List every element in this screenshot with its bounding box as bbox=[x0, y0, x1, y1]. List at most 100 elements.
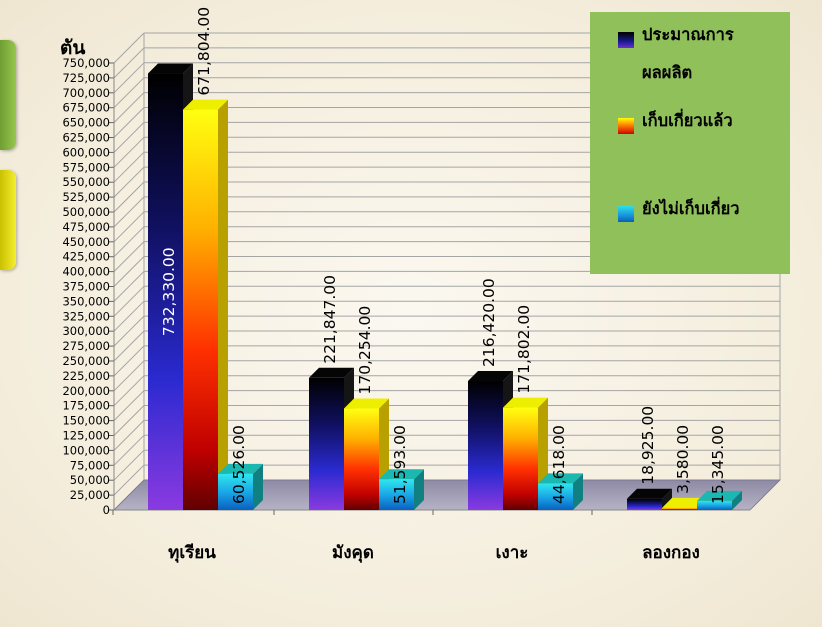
bar-top bbox=[309, 367, 354, 378]
legend-swatch-icon bbox=[618, 118, 634, 134]
data-label: 44,618.00 bbox=[550, 425, 568, 504]
bar-side bbox=[662, 488, 672, 510]
bars-layer bbox=[148, 63, 742, 511]
y-tick-label: 50,000 bbox=[70, 473, 110, 487]
data-label: 216,420.00 bbox=[480, 278, 498, 367]
gridline-depth bbox=[113, 345, 145, 377]
gridline-depth bbox=[113, 211, 145, 243]
gridline-depth bbox=[113, 136, 145, 168]
y-tick-label: 225,000 bbox=[62, 369, 110, 383]
bar-front bbox=[697, 500, 732, 510]
side-tab-green[interactable] bbox=[0, 40, 16, 150]
gridline-depth bbox=[113, 122, 145, 153]
side-tab-yellow[interactable] bbox=[0, 170, 16, 270]
data-label: 60,526.00 bbox=[230, 425, 248, 504]
bar-front bbox=[309, 377, 344, 510]
data-label: 51,593.00 bbox=[391, 425, 409, 504]
data-label: 18,925.00 bbox=[639, 406, 657, 485]
y-tick-label: 100,000 bbox=[62, 443, 110, 457]
y-tick-label: 0 bbox=[103, 503, 110, 517]
bar-top bbox=[468, 371, 513, 382]
legend-label-3-line-1: ยังไม่เก็บเกี่ยว bbox=[642, 199, 740, 218]
gridline-depth bbox=[113, 375, 145, 407]
legend-item-1: ประมาณการ ผลผลิต bbox=[618, 25, 734, 92]
gridline-depth bbox=[113, 77, 145, 109]
y-tick-label: 375,000 bbox=[62, 280, 110, 294]
y-tick-label: 450,000 bbox=[62, 235, 110, 249]
bar-top bbox=[148, 63, 193, 74]
gridline-depth bbox=[113, 300, 145, 332]
legend-swatch-icon bbox=[618, 206, 634, 222]
gridline-depth bbox=[113, 166, 145, 198]
bar-top bbox=[183, 99, 228, 110]
bar-side bbox=[573, 473, 583, 510]
y-tick-label: 475,000 bbox=[62, 220, 110, 234]
y-tick-label: 400,000 bbox=[62, 265, 110, 279]
bar-side bbox=[732, 490, 742, 510]
y-tick-label: 750,000 bbox=[62, 56, 110, 70]
data-label: 221,847.00 bbox=[321, 275, 339, 364]
data-label: 732,330.00 bbox=[160, 247, 178, 336]
legend-swatch-icon bbox=[618, 32, 634, 48]
bar-front bbox=[183, 109, 218, 511]
y-tick-label: 200,000 bbox=[62, 384, 110, 398]
gridline-depth bbox=[113, 32, 145, 64]
gridline-depth bbox=[113, 420, 145, 451]
data-label: 171,802.00 bbox=[515, 305, 533, 394]
gridline-depth bbox=[113, 241, 145, 272]
y-axis-title: ตัน bbox=[60, 37, 85, 59]
bar-side bbox=[414, 469, 424, 510]
legend-item-2: เก็บเกี่ยวแล้ว bbox=[618, 111, 733, 140]
gridline-depth bbox=[113, 226, 145, 258]
legend-label-1-line-2: ผลผลิต bbox=[642, 63, 693, 82]
gridline-depth bbox=[113, 151, 145, 183]
y-tick-label: 650,000 bbox=[62, 116, 110, 130]
y-tick-label: 300,000 bbox=[62, 324, 110, 338]
gridline-depth bbox=[113, 92, 145, 123]
gridline-depth bbox=[113, 256, 145, 287]
y-tick-label: 675,000 bbox=[62, 101, 110, 115]
y-tick-label: 125,000 bbox=[62, 429, 110, 443]
bar-top bbox=[344, 398, 389, 409]
labels-layer: 025,00050,00075,000100,000125,000150,000… bbox=[60, 7, 727, 563]
data-label: 671,804.00 bbox=[195, 7, 213, 96]
bar-top bbox=[379, 469, 424, 480]
grid-layer bbox=[109, 32, 781, 515]
gridline-depth bbox=[113, 434, 145, 466]
y-tick-label: 175,000 bbox=[62, 399, 110, 413]
data-label: 170,254.00 bbox=[356, 306, 374, 395]
y-tick-label: 25,000 bbox=[70, 488, 110, 502]
y-tick-label: 150,000 bbox=[62, 414, 110, 428]
gridline-depth bbox=[113, 47, 145, 79]
y-tick-label: 325,000 bbox=[62, 309, 110, 323]
gridline-depth bbox=[113, 271, 145, 302]
y-tick-label: 75,000 bbox=[70, 458, 110, 472]
y-tick-label: 500,000 bbox=[62, 205, 110, 219]
bar-top bbox=[697, 490, 742, 501]
y-tick-label: 550,000 bbox=[62, 175, 110, 189]
category-label: มังคุด bbox=[332, 543, 374, 563]
gridline-depth bbox=[113, 107, 145, 138]
gridline-depth bbox=[113, 464, 145, 496]
y-tick-label: 350,000 bbox=[62, 294, 110, 308]
y-tick-label: 700,000 bbox=[62, 86, 110, 100]
category-label: เงาะ bbox=[496, 543, 529, 563]
bar-front bbox=[218, 473, 253, 510]
data-label: 3,580.00 bbox=[674, 425, 692, 494]
gridline-depth bbox=[113, 390, 145, 421]
legend: ประมาณการ ผลผลิต เก็บเกี่ยวแล้ว ยังไม่เก… bbox=[590, 12, 790, 274]
y-tick-label: 250,000 bbox=[62, 354, 110, 368]
bar-top bbox=[627, 488, 672, 499]
gridline-depth bbox=[113, 62, 145, 94]
gridline-depth bbox=[113, 360, 145, 392]
bar-front bbox=[662, 507, 697, 510]
y-tick-label: 425,000 bbox=[62, 250, 110, 264]
gridline-depth bbox=[113, 196, 145, 228]
gridline-depth bbox=[113, 405, 145, 436]
gridline-depth bbox=[113, 285, 145, 317]
y-tick-label: 525,000 bbox=[62, 190, 110, 204]
bar-front bbox=[468, 381, 503, 510]
bar-side bbox=[253, 463, 263, 510]
